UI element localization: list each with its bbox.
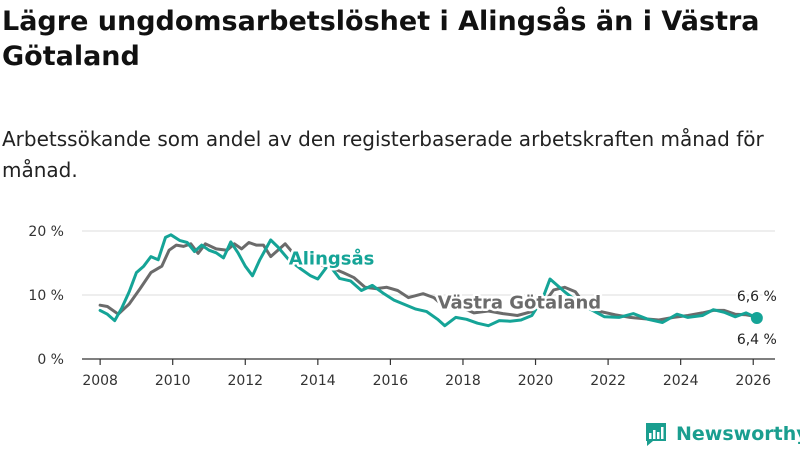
x-tick-label: 2014: [300, 373, 336, 389]
series-line-vastra-gotaland: [98, 241, 759, 322]
series-line-alingsas: [98, 233, 759, 328]
series-label-alingsas: Alingsås: [289, 247, 375, 269]
x-tick-label: 2026: [735, 373, 771, 389]
x-tick-label: 2020: [518, 373, 554, 389]
newsworthy-logo: Newsworthy: [644, 420, 800, 448]
y-tick-label: 0 %: [37, 352, 64, 368]
y-tick-label: 20 %: [28, 224, 64, 240]
chart-subtitle: Arbetssökande som andel av den registerb…: [2, 127, 764, 182]
gridlines: 0 % 10 % 20 %: [28, 224, 775, 368]
x-tick-label: 2008: [82, 373, 118, 389]
end-label-alingsas: 6,4 %: [737, 332, 777, 348]
x-tick-label: 2016: [373, 373, 409, 389]
x-tick-label: 2018: [445, 373, 481, 389]
x-tick-label: 2024: [663, 373, 699, 389]
end-point-alingsas: [750, 312, 763, 325]
x-axis: 2008 2010 2012 2014 2016 2018 2020 2022 2024 2026: [82, 358, 775, 389]
x-tick-label: 2010: [155, 373, 191, 389]
x-tick-label: 2012: [227, 373, 263, 389]
series-lines: [98, 233, 759, 328]
newsworthy-logo-icon: [646, 423, 666, 446]
x-tick-label: 2022: [590, 373, 626, 389]
line-chart: 0 % 10 % 20 % 2008 2010 2012 2014 2016 2018 2020…: [28, 224, 779, 389]
end-label-vastra-gotaland: 6,6 %: [737, 289, 777, 305]
y-tick-label: 10 %: [28, 288, 64, 304]
series-labels: Alingsås Västra Götaland 6,6 % 6,4 %: [286, 245, 779, 350]
chart-title: Lägre ungdomsarbetslöshet i Alingsås än …: [2, 6, 760, 72]
series-label-vastra-gotaland: Västra Götaland: [438, 292, 602, 313]
brand-name: Newsworthy: [676, 423, 800, 445]
